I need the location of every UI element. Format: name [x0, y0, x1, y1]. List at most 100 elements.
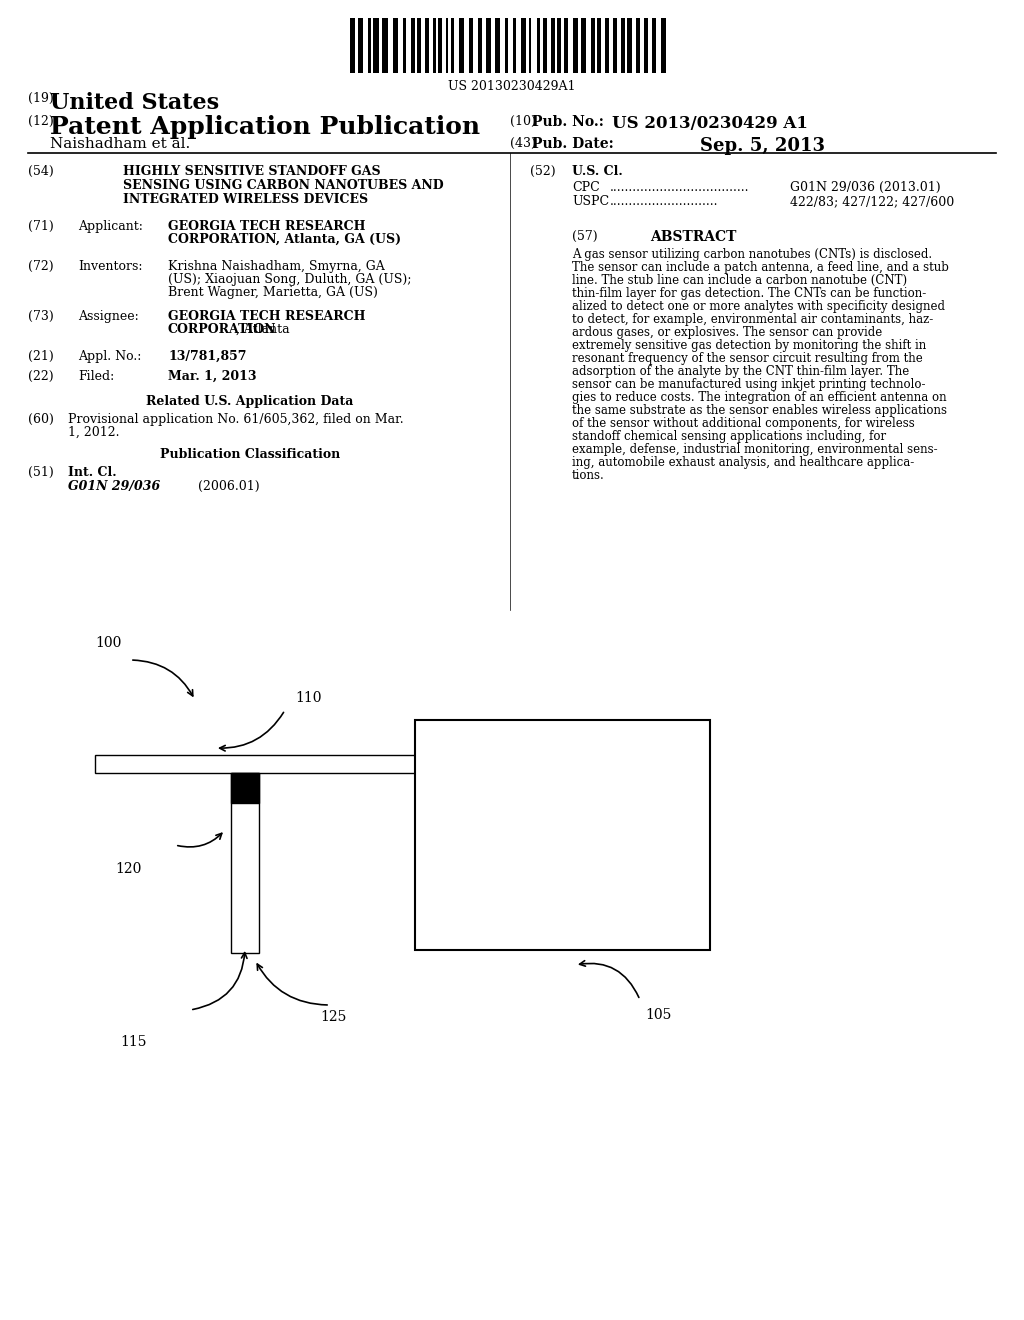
- Text: , Atlanta: , Atlanta: [237, 323, 290, 337]
- Text: ing, automobile exhaust analysis, and healthcare applica-: ing, automobile exhaust analysis, and he…: [572, 455, 914, 469]
- Bar: [506, 18, 508, 73]
- Text: US 2013/0230429 A1: US 2013/0230429 A1: [612, 115, 808, 132]
- Text: Mar. 1, 2013: Mar. 1, 2013: [168, 370, 256, 383]
- Bar: [415, 719, 710, 950]
- Text: ardous gases, or explosives. The sensor can provide: ardous gases, or explosives. The sensor …: [572, 326, 883, 339]
- Text: ....................................: ....................................: [610, 181, 750, 194]
- Text: Brent Wagner, Marietta, GA (US): Brent Wagner, Marietta, GA (US): [168, 286, 378, 300]
- Bar: [469, 18, 473, 73]
- Text: 115: 115: [120, 1035, 146, 1049]
- Text: (21): (21): [28, 350, 53, 363]
- Bar: [459, 18, 464, 73]
- Text: (60): (60): [28, 413, 54, 426]
- Text: tions.: tions.: [572, 469, 605, 482]
- Text: INTEGRATED WIRELESS DEVICES: INTEGRATED WIRELESS DEVICES: [123, 193, 368, 206]
- Bar: [605, 18, 609, 73]
- Bar: [433, 18, 435, 73]
- Text: SENSING USING CARBON NANOTUBES AND: SENSING USING CARBON NANOTUBES AND: [123, 180, 443, 191]
- Text: alized to detect one or more analytes with specificity designed: alized to detect one or more analytes wi…: [572, 300, 945, 313]
- Bar: [551, 18, 555, 73]
- Bar: [521, 18, 526, 73]
- Text: 100: 100: [95, 636, 122, 649]
- Text: (51): (51): [28, 466, 53, 479]
- Text: ABSTRACT: ABSTRACT: [650, 230, 736, 244]
- Text: (72): (72): [28, 260, 53, 273]
- Text: (2006.01): (2006.01): [198, 480, 260, 492]
- Bar: [357, 18, 362, 73]
- Bar: [564, 18, 567, 73]
- Bar: [621, 18, 625, 73]
- Text: Patent Application Publication: Patent Application Publication: [50, 115, 480, 139]
- Text: Inventors:: Inventors:: [78, 260, 142, 273]
- Text: CORPORATION: CORPORATION: [168, 323, 276, 337]
- Text: CPC: CPC: [572, 181, 600, 194]
- Text: (54): (54): [28, 165, 53, 178]
- Bar: [644, 18, 648, 73]
- Bar: [478, 18, 482, 73]
- Bar: [513, 18, 516, 73]
- Text: CORPORATION, Atlanta, GA (US): CORPORATION, Atlanta, GA (US): [168, 234, 401, 246]
- Text: (US); Xiaojuan Song, Duluth, GA (US);: (US); Xiaojuan Song, Duluth, GA (US);: [168, 273, 412, 286]
- Bar: [543, 18, 547, 73]
- Text: A gas sensor utilizing carbon nanotubes (CNTs) is disclosed.: A gas sensor utilizing carbon nanotubes …: [572, 248, 932, 261]
- Bar: [591, 18, 595, 73]
- Text: 105: 105: [645, 1008, 672, 1022]
- Text: Appl. No.:: Appl. No.:: [78, 350, 141, 363]
- Text: (19): (19): [28, 92, 53, 106]
- Bar: [451, 18, 454, 73]
- Bar: [572, 18, 578, 73]
- Text: of the sensor without additional components, for wireless: of the sensor without additional compone…: [572, 417, 914, 430]
- Text: extremely sensitive gas detection by monitoring the shift in: extremely sensitive gas detection by mon…: [572, 339, 927, 352]
- Text: 110: 110: [295, 690, 322, 705]
- Text: adsorption of the analyte by the CNT thin-film layer. The: adsorption of the analyte by the CNT thi…: [572, 366, 909, 378]
- Text: Related U.S. Application Data: Related U.S. Application Data: [146, 395, 353, 408]
- Text: USPC: USPC: [572, 195, 609, 209]
- Bar: [403, 18, 406, 73]
- Text: (71): (71): [28, 220, 53, 234]
- Text: resonant frequency of the sensor circuit resulting from the: resonant frequency of the sensor circuit…: [572, 352, 923, 366]
- Bar: [660, 18, 667, 73]
- Bar: [393, 18, 398, 73]
- Bar: [382, 18, 387, 73]
- Bar: [636, 18, 640, 73]
- Text: G01N 29/036 (2013.01): G01N 29/036 (2013.01): [790, 181, 941, 194]
- Text: 120: 120: [115, 862, 141, 876]
- Bar: [613, 18, 616, 73]
- Bar: [445, 18, 449, 73]
- Text: United States: United States: [50, 92, 219, 114]
- Text: U.S. Cl.: U.S. Cl.: [572, 165, 623, 178]
- Text: (73): (73): [28, 310, 53, 323]
- Text: Krishna Naishadham, Smyrna, GA: Krishna Naishadham, Smyrna, GA: [168, 260, 385, 273]
- Text: line. The stub line can include a carbon nanotube (CNT): line. The stub line can include a carbon…: [572, 275, 907, 286]
- Text: 422/83; 427/122; 427/600: 422/83; 427/122; 427/600: [790, 195, 954, 209]
- Text: Sep. 5, 2013: Sep. 5, 2013: [700, 137, 825, 154]
- Text: GEORGIA TECH RESEARCH: GEORGIA TECH RESEARCH: [168, 310, 366, 323]
- Text: 1, 2012.: 1, 2012.: [68, 426, 120, 440]
- Bar: [411, 18, 415, 73]
- Text: US 20130230429A1: US 20130230429A1: [449, 81, 575, 92]
- Bar: [628, 18, 633, 73]
- Text: thin-film layer for gas detection. The CNTs can be function-: thin-film layer for gas detection. The C…: [572, 286, 927, 300]
- Text: 13/781,857: 13/781,857: [168, 350, 247, 363]
- Text: (52): (52): [530, 165, 556, 178]
- Text: (22): (22): [28, 370, 53, 383]
- Bar: [652, 18, 655, 73]
- Text: to detect, for example, environmental air contaminants, haz-: to detect, for example, environmental ai…: [572, 313, 933, 326]
- Bar: [495, 18, 501, 73]
- Text: ............................: ............................: [610, 195, 719, 209]
- Text: Publication Classification: Publication Classification: [160, 447, 340, 461]
- Text: Assignee:: Assignee:: [78, 310, 138, 323]
- Text: (12): (12): [28, 115, 53, 128]
- Text: gies to reduce costs. The integration of an efficient antenna on: gies to reduce costs. The integration of…: [572, 391, 946, 404]
- Bar: [597, 18, 601, 73]
- Text: Provisional application No. 61/605,362, filed on Mar.: Provisional application No. 61/605,362, …: [68, 413, 403, 426]
- Text: standoff chemical sensing applications including, for: standoff chemical sensing applications i…: [572, 430, 886, 444]
- Text: HIGHLY SENSITIVE STANDOFF GAS: HIGHLY SENSITIVE STANDOFF GAS: [123, 165, 381, 178]
- Text: Applicant:: Applicant:: [78, 220, 143, 234]
- Bar: [486, 18, 492, 73]
- Bar: [581, 18, 586, 73]
- Text: Filed:: Filed:: [78, 370, 115, 383]
- Text: Pub. Date:: Pub. Date:: [532, 137, 613, 150]
- Bar: [425, 18, 429, 73]
- Text: example, defense, industrial monitoring, environmental sens-: example, defense, industrial monitoring,…: [572, 444, 938, 455]
